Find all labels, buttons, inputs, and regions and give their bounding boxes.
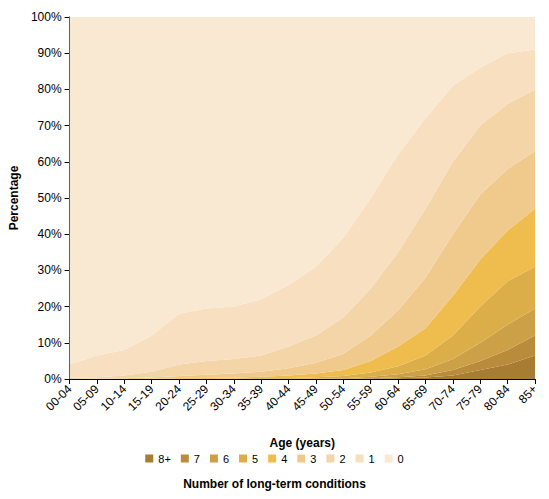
svg-text:30-34: 30-34 <box>207 382 239 414</box>
svg-text:05-09: 05-09 <box>70 382 102 414</box>
svg-text:20%: 20% <box>38 300 62 314</box>
svg-text:Age (years): Age (years) <box>270 436 335 450</box>
svg-text:Percentage: Percentage <box>7 165 21 230</box>
svg-text:75-79: 75-79 <box>454 382 486 414</box>
svg-text:60-64: 60-64 <box>371 382 403 414</box>
svg-text:5: 5 <box>252 453 258 465</box>
svg-text:100%: 100% <box>31 10 62 24</box>
svg-text:0: 0 <box>398 453 404 465</box>
svg-text:00-04: 00-04 <box>43 382 75 414</box>
svg-text:35-39: 35-39 <box>235 382 267 414</box>
svg-text:Number of long-term conditions: Number of long-term conditions <box>183 477 366 491</box>
svg-text:80-84: 80-84 <box>481 382 513 414</box>
svg-text:20-24: 20-24 <box>152 382 184 414</box>
svg-text:10-14: 10-14 <box>98 382 130 414</box>
svg-text:3: 3 <box>310 453 316 465</box>
svg-text:40%: 40% <box>38 227 62 241</box>
svg-text:1: 1 <box>369 453 375 465</box>
svg-text:8+: 8+ <box>158 453 171 465</box>
svg-text:70%: 70% <box>38 119 62 133</box>
svg-text:65-69: 65-69 <box>399 382 431 414</box>
svg-text:70-74: 70-74 <box>426 382 458 414</box>
svg-text:10%: 10% <box>38 336 62 350</box>
svg-text:60%: 60% <box>38 155 62 169</box>
svg-text:50%: 50% <box>38 191 62 205</box>
svg-text:6: 6 <box>223 453 229 465</box>
svg-text:2: 2 <box>339 453 345 465</box>
svg-text:90%: 90% <box>38 46 62 60</box>
svg-text:4: 4 <box>281 453 287 465</box>
svg-text:0%: 0% <box>44 372 62 386</box>
svg-text:25-29: 25-29 <box>180 382 212 414</box>
svg-text:45-49: 45-49 <box>289 382 321 414</box>
svg-text:15-19: 15-19 <box>125 382 157 414</box>
svg-text:30%: 30% <box>38 263 62 277</box>
svg-text:7: 7 <box>194 453 200 465</box>
svg-text:80%: 80% <box>38 82 62 96</box>
svg-text:50-54: 50-54 <box>317 382 349 414</box>
svg-text:55-59: 55-59 <box>344 382 376 414</box>
svg-text:85+: 85+ <box>516 382 540 406</box>
svg-text:40-44: 40-44 <box>262 382 294 414</box>
